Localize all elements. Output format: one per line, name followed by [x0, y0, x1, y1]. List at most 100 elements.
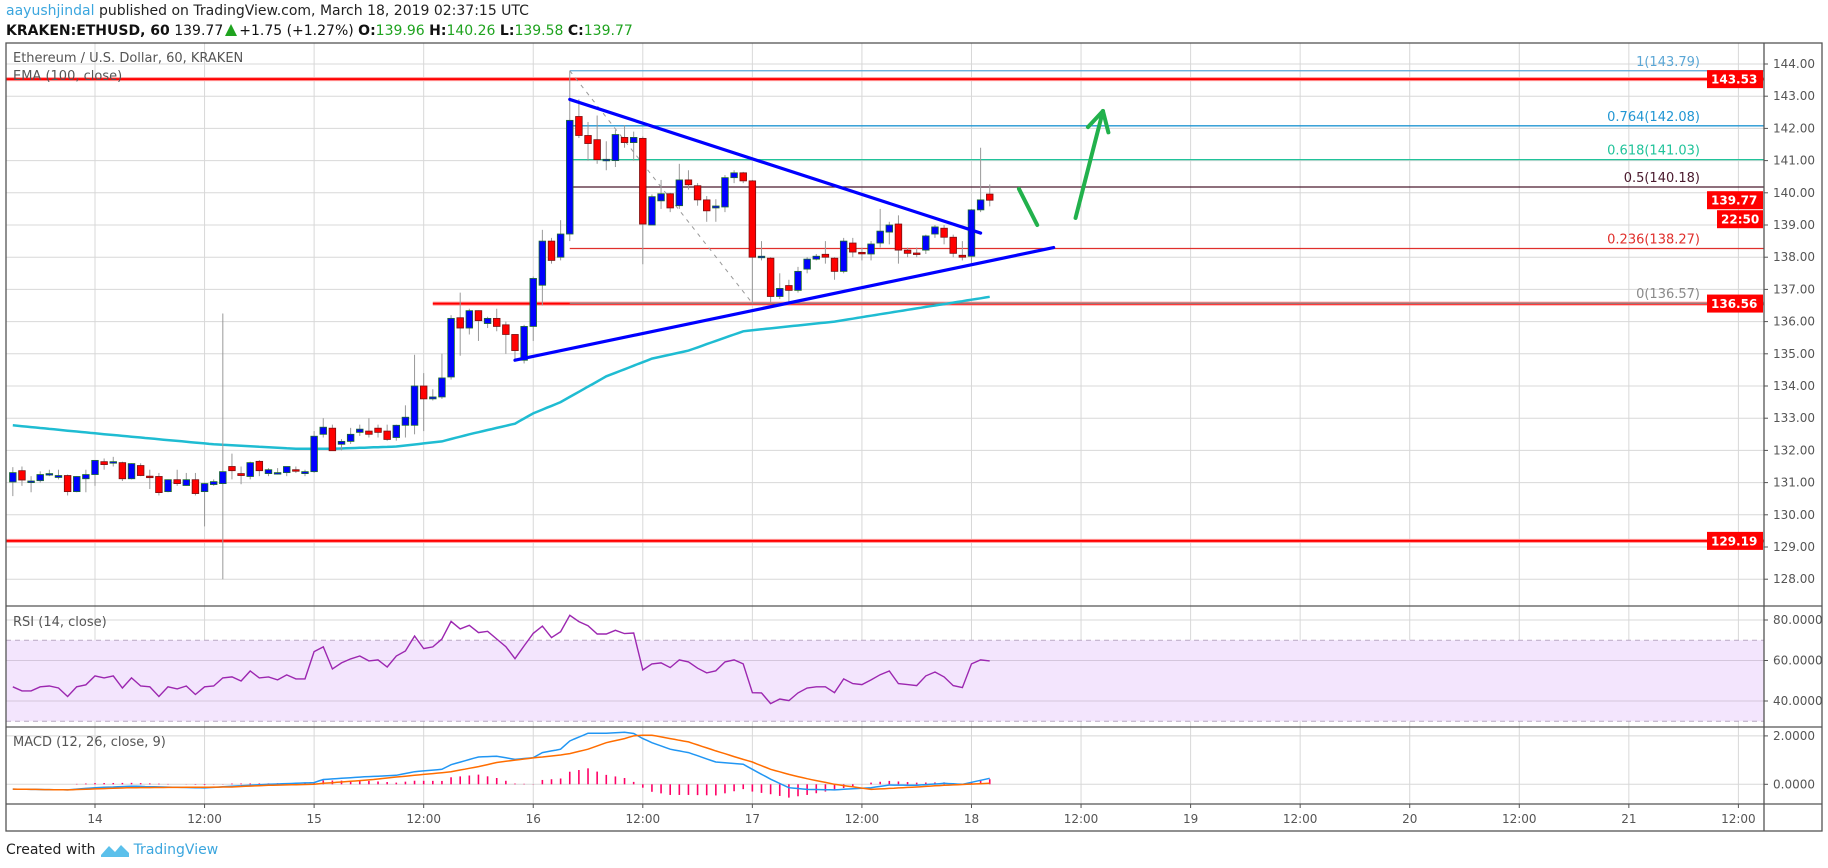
candle-body-up [721, 177, 729, 208]
candle-body-up [812, 255, 820, 260]
x-tick-label: 20 [1402, 812, 1417, 826]
rsi-tick-label: 60.0000 [1773, 654, 1823, 668]
candle-body-up [438, 377, 446, 398]
tradingview-brand-link[interactable]: TradingView [133, 842, 219, 858]
candle [73, 476, 81, 493]
x-tick-label: 19 [1183, 812, 1198, 826]
candle-body-up [712, 205, 720, 209]
candle-body-up [429, 396, 437, 400]
candle [283, 466, 291, 477]
candle-body-up [410, 385, 419, 426]
candle [547, 237, 556, 264]
x-tick-label: 16 [526, 812, 541, 826]
y-tick-label: 138.00 [1773, 250, 1815, 264]
candle-body-down [639, 137, 647, 225]
candle [986, 184, 994, 207]
candle [356, 424, 364, 436]
candle-body-up [611, 134, 620, 162]
chart-title: Ethereum / U.S. Dollar, 60, KRAKEN [13, 51, 243, 66]
candle [164, 479, 172, 493]
candle-body-up [73, 476, 81, 493]
y-tick-label: 139.00 [1773, 218, 1815, 232]
candle-body-up [794, 270, 802, 291]
candle-body-down [374, 427, 382, 433]
candle [611, 130, 620, 168]
high-value: 140.26 [446, 23, 496, 39]
candle [82, 469, 90, 493]
level-price-tag-bg [1707, 294, 1763, 313]
candle-body-up [465, 310, 474, 329]
candle-body-up [967, 209, 976, 257]
x-tick-label: 15 [306, 812, 321, 826]
macd-pane [12, 731, 991, 798]
candle-body-up [9, 472, 17, 483]
candle-body-down [419, 385, 428, 400]
candle-body-up [319, 426, 327, 435]
low-value: 139.58 [514, 23, 564, 39]
published-text: published on TradingView.com, March 18, … [98, 3, 529, 19]
last-price-tag-bg [1707, 191, 1763, 210]
open-value: 139.96 [375, 23, 425, 39]
candle [703, 196, 711, 222]
candle [502, 321, 510, 354]
candle [785, 279, 793, 303]
up-triangle-icon [225, 24, 238, 36]
candle-body-up [922, 235, 930, 251]
candle [18, 466, 26, 486]
candle [100, 458, 108, 470]
level-price-tag-bg [1707, 70, 1763, 89]
candle [109, 456, 117, 467]
candle-body-up [730, 172, 738, 179]
candle-body-down [191, 479, 200, 494]
candle-body-down [575, 116, 583, 136]
fib-level-label: 0.236(138.27) [1607, 233, 1700, 248]
level-price-tag: 129.19 [1711, 534, 1757, 548]
author-link[interactable]: aayushjindal [6, 3, 95, 19]
candle [876, 208, 884, 248]
candle [127, 463, 136, 480]
candle-body-down [940, 227, 948, 238]
candle-body-up [36, 474, 44, 482]
created-with-text: Created with [6, 842, 96, 858]
candle-body-down [511, 334, 519, 351]
candle-body-down [155, 476, 163, 493]
candle [273, 468, 282, 475]
candle-body-up [356, 428, 364, 433]
candle-body-up [182, 479, 190, 486]
candle-body-down [849, 242, 857, 253]
candle [155, 472, 163, 496]
x-tick-label: 12:00 [1064, 812, 1099, 826]
candle [410, 354, 419, 435]
y-tick-label: 132.00 [1773, 443, 1815, 457]
last-price-tag: 139.77 [1711, 194, 1757, 208]
candle-body-down [146, 475, 154, 479]
candle-body-down [958, 254, 967, 258]
y-tick-label: 137.00 [1773, 282, 1815, 296]
candle [903, 247, 912, 258]
candle-body-up [392, 424, 400, 438]
y-tick-label: 134.00 [1773, 379, 1815, 393]
candle [264, 468, 273, 477]
candle [392, 424, 400, 441]
candle-body-up [629, 137, 638, 143]
macd-legend: MACD (12, 26, close, 9) [13, 735, 166, 750]
candle [730, 170, 738, 184]
arrow-head [1100, 109, 1111, 135]
candle-body-down [328, 427, 337, 452]
low-label: L: [499, 23, 515, 39]
rsi-tick-label: 80.0000 [1773, 613, 1823, 627]
candle [246, 461, 254, 480]
y-tick-label: 143.00 [1773, 89, 1815, 103]
x-tick-label: 17 [745, 812, 760, 826]
open-label: O: [358, 23, 376, 39]
candle [319, 418, 327, 438]
candle [209, 479, 218, 486]
candle [958, 241, 967, 261]
rsi-band [6, 640, 1764, 722]
candle-body-up [602, 158, 610, 162]
candle-body-up [976, 199, 985, 211]
candle [419, 373, 428, 432]
candle-body-down [136, 465, 145, 476]
y-tick-label: 141.00 [1773, 154, 1815, 168]
